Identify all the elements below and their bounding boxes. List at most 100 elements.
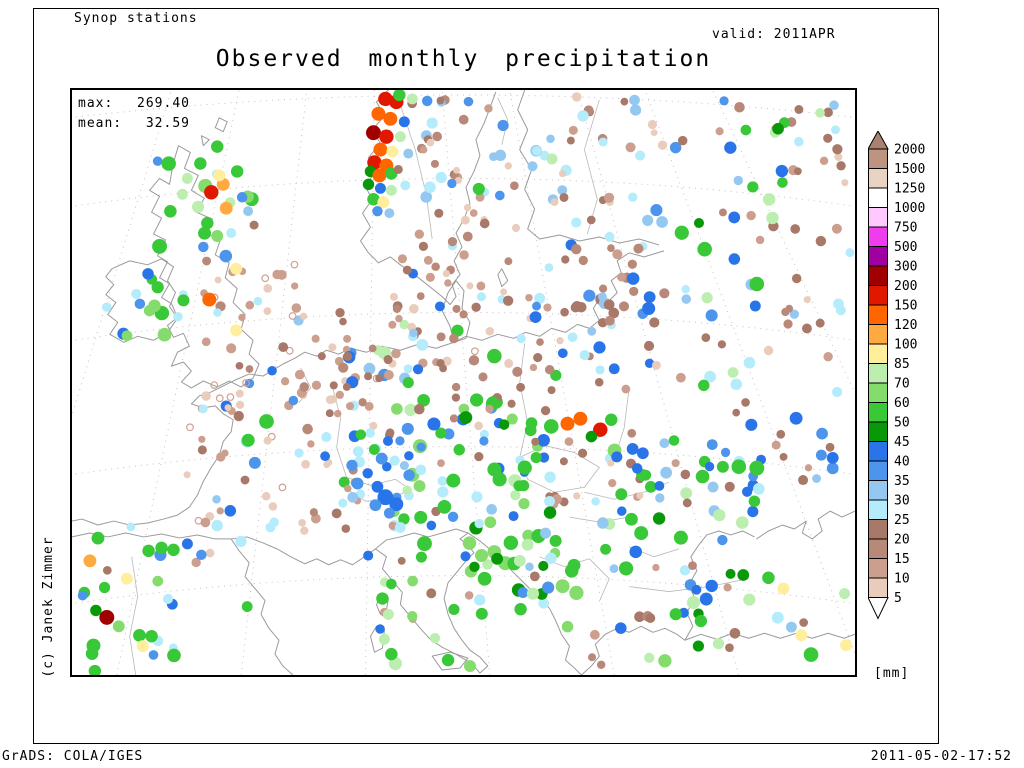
legend-box <box>868 285 888 306</box>
station-dot <box>215 394 224 403</box>
station-dot <box>474 518 484 529</box>
legend-label: 70 <box>894 377 910 392</box>
station-dot <box>383 111 398 126</box>
station-dot <box>772 122 784 135</box>
station-dot <box>688 561 697 571</box>
stats-mean-label: mean: <box>78 116 123 131</box>
station-dot <box>692 640 704 652</box>
legend-box <box>868 363 888 384</box>
station-dot <box>621 384 631 394</box>
legend-box <box>868 246 888 267</box>
station-dot <box>543 506 557 519</box>
station-dot <box>681 284 691 294</box>
station-dot <box>263 307 272 315</box>
station-dot <box>437 459 445 468</box>
station-dot <box>546 134 555 144</box>
station-dot <box>699 592 713 606</box>
station-dot <box>537 433 550 447</box>
station-dot <box>504 358 514 368</box>
station-dot <box>459 250 469 260</box>
station-dot <box>517 587 529 598</box>
station-dot <box>558 170 567 178</box>
legend-label: 2000 <box>894 143 925 158</box>
station-dot <box>352 446 364 457</box>
station-dot <box>604 231 615 242</box>
station-dot <box>120 572 133 585</box>
station-dot <box>513 554 526 567</box>
station-dot <box>701 292 713 304</box>
station-dot <box>564 437 574 446</box>
station-dot <box>226 393 235 401</box>
station-dot <box>468 355 480 366</box>
station-dot <box>544 495 555 507</box>
station-dot <box>660 466 673 479</box>
station-dot <box>407 575 419 587</box>
station-dot <box>205 548 215 558</box>
station-dot <box>783 319 793 329</box>
station-dot <box>400 180 411 191</box>
legend-label: 10 <box>894 572 910 587</box>
station-dot <box>241 601 253 612</box>
station-dot <box>749 276 765 292</box>
station-dot <box>426 520 437 531</box>
station-type-label: Synop stations <box>74 11 198 26</box>
station-dot <box>134 298 146 310</box>
station-dot <box>210 381 219 389</box>
station-dot <box>413 480 426 493</box>
station-dot <box>382 435 394 447</box>
station-dot <box>335 390 344 400</box>
station-dot <box>421 95 433 107</box>
station-dot <box>635 150 646 161</box>
station-dot <box>133 629 146 642</box>
station-dot <box>372 205 383 217</box>
station-dot <box>654 480 665 491</box>
station-dot <box>478 372 488 382</box>
station-dot <box>377 196 390 209</box>
station-dot <box>557 185 568 196</box>
station-dot <box>325 395 335 405</box>
station-dot <box>525 562 534 571</box>
station-dot <box>88 664 102 675</box>
station-dot <box>560 307 569 317</box>
station-dot <box>626 443 639 455</box>
station-dot <box>566 136 575 145</box>
station-dot <box>826 462 839 475</box>
station-dot <box>589 629 600 640</box>
legend-scale: 2000 1500 1250 1000 750 500 300 200 150 120 100 85 7… <box>867 129 925 620</box>
station-dot <box>531 146 542 156</box>
station-dot <box>795 629 808 642</box>
station-dot <box>291 282 299 290</box>
station-dot <box>655 493 665 503</box>
stats-mean-row: mean: 32.59 <box>78 114 190 134</box>
page-frame <box>33 8 939 744</box>
station-dot <box>504 257 513 266</box>
station-dot <box>644 652 655 664</box>
station-dot <box>388 657 402 671</box>
station-dot <box>224 404 232 411</box>
station-dot <box>475 549 489 563</box>
station-dot <box>555 579 570 594</box>
station-dot <box>567 332 578 343</box>
station-dot <box>454 176 462 184</box>
station-dot <box>77 590 88 601</box>
station-dot <box>649 317 660 328</box>
station-dot <box>677 135 688 146</box>
station-dot <box>839 588 851 600</box>
station-dot <box>391 348 401 359</box>
legend-label: 30 <box>894 494 910 509</box>
station-dot <box>402 485 412 495</box>
station-dot <box>263 283 273 293</box>
station-dot <box>815 318 825 328</box>
station-dot <box>725 568 736 579</box>
station-dot <box>728 211 741 224</box>
station-dot <box>474 594 486 606</box>
station-dot <box>510 181 519 191</box>
station-dot <box>494 190 505 201</box>
station-dot <box>442 356 452 366</box>
station-dot <box>211 230 224 242</box>
station-dot <box>507 399 516 408</box>
station-dot <box>383 370 394 380</box>
station-dot <box>749 460 765 476</box>
station-dot <box>268 502 278 511</box>
station-dot <box>645 613 656 623</box>
